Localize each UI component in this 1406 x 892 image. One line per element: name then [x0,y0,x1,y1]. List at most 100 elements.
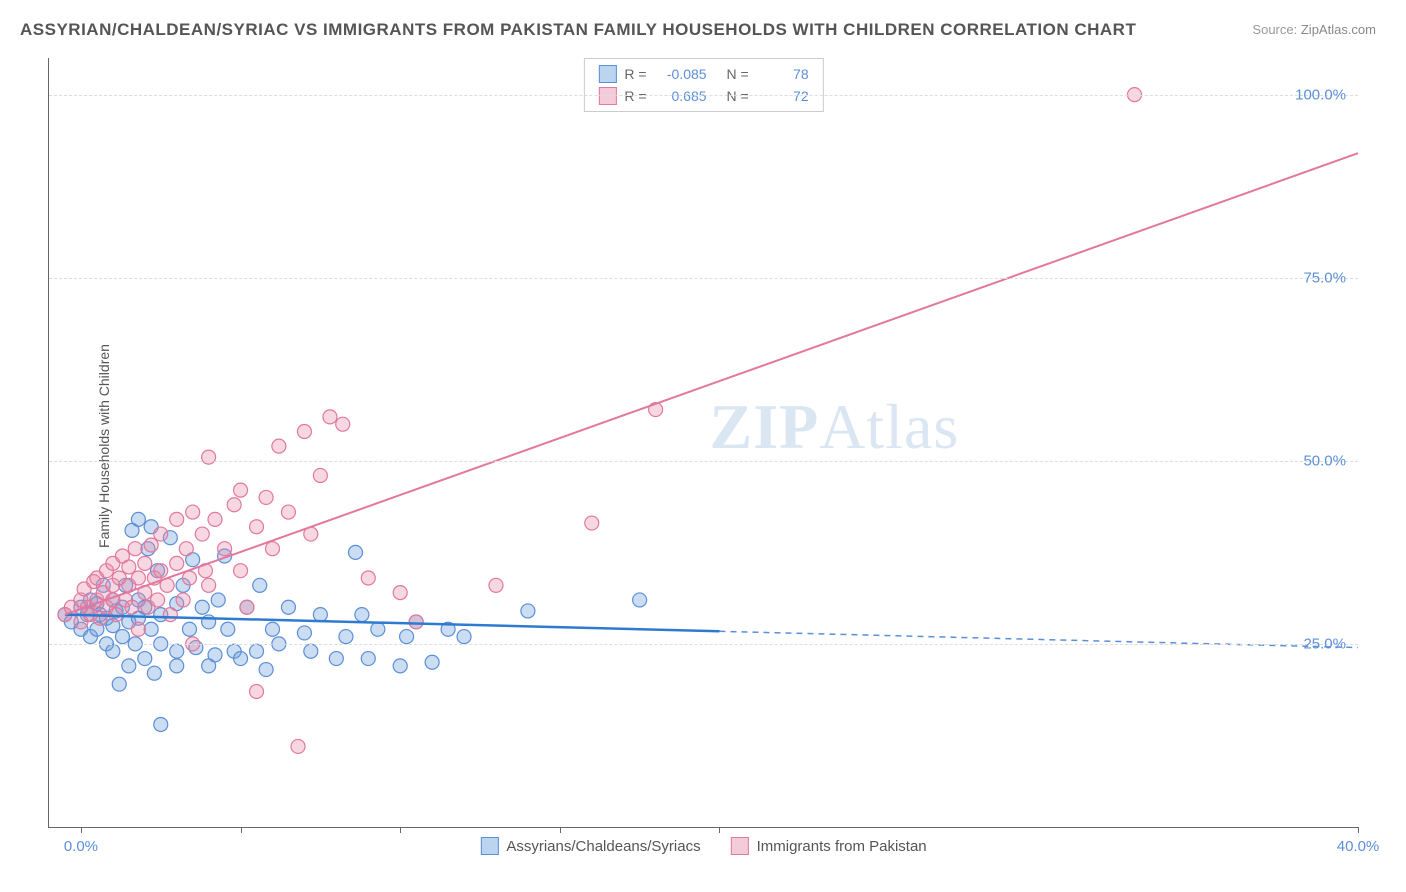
data-point-blue [182,622,196,636]
data-point-blue [259,663,273,677]
data-point-blue [297,626,311,640]
data-point-pink [240,600,254,614]
legend-item-pink: Immigrants from Pakistan [731,837,927,855]
legend-label-blue: Assyrians/Chaldeans/Syriacs [506,838,700,855]
data-point-blue [281,600,295,614]
x-tick-label: 40.0% [1337,838,1380,855]
data-point-blue [170,659,184,673]
data-point-pink [336,417,350,431]
bottom-legend: Assyrians/Chaldeans/Syriacs Immigrants f… [480,837,926,855]
plot-svg [49,58,1358,827]
data-point-blue [265,622,279,636]
gridline [49,461,1358,462]
data-point-blue [521,604,535,618]
legend-item-blue: Assyrians/Chaldeans/Syriacs [480,837,700,855]
data-point-blue [393,659,407,673]
stats-box: R = -0.085 N = 78 R = 0.685 N = 72 [583,58,823,112]
data-point-blue [208,648,222,662]
trendline-pink [65,153,1358,614]
legend-swatch-pink-icon [731,837,749,855]
data-point-pink [128,542,142,556]
data-point-blue [115,630,129,644]
data-point-pink [176,593,190,607]
x-tick [241,827,242,833]
data-point-blue [106,644,120,658]
data-point-blue [211,593,225,607]
gridline [49,95,1358,96]
data-point-pink [272,439,286,453]
chart-title: ASSYRIAN/CHALDEAN/SYRIAC VS IMMIGRANTS F… [20,20,1136,40]
data-point-pink [265,542,279,556]
n-label: N = [726,63,748,85]
data-point-blue [425,655,439,669]
y-tick-label: 75.0% [1303,269,1346,286]
gridline [49,644,1358,645]
legend-label-pink: Immigrants from Pakistan [757,838,927,855]
y-tick-label: 25.0% [1303,635,1346,652]
data-point-blue [234,652,248,666]
swatch-pink-icon [598,87,616,105]
data-point-pink [131,571,145,585]
data-point-pink [323,410,337,424]
data-point-pink [259,490,273,504]
data-point-blue [355,608,369,622]
data-point-pink [163,608,177,622]
data-point-blue [400,630,414,644]
swatch-blue-icon [598,65,616,83]
data-point-blue [138,652,152,666]
data-point-pink [250,685,264,699]
r-label: R = [624,63,646,85]
data-point-pink [195,527,209,541]
data-point-pink [297,425,311,439]
n-value-pink: 72 [757,85,809,107]
data-point-pink [186,505,200,519]
source-value: ZipAtlas.com [1301,22,1376,37]
r-label-2: R = [624,85,646,107]
data-point-blue [195,600,209,614]
data-point-pink [250,520,264,534]
source-attribution: Source: ZipAtlas.com [1252,22,1376,37]
data-point-pink [393,586,407,600]
data-point-blue [250,644,264,658]
data-point-pink [131,622,145,636]
stats-row-blue: R = -0.085 N = 78 [598,63,808,85]
data-point-blue [339,630,353,644]
x-tick [560,827,561,833]
n-label-2: N = [726,85,748,107]
r-value-pink: 0.685 [655,85,707,107]
data-point-pink [281,505,295,519]
data-point-pink [170,512,184,526]
source-label: Source: [1252,22,1297,37]
data-point-pink [122,560,136,574]
data-point-pink [202,450,216,464]
trendline-blue [65,615,720,632]
data-point-blue [633,593,647,607]
gridline [49,278,1358,279]
x-tick [719,827,720,833]
data-point-pink [170,556,184,570]
data-point-pink [218,542,232,556]
data-point-blue [131,512,145,526]
data-point-blue [457,630,471,644]
r-value-blue: -0.085 [655,63,707,85]
data-point-blue [122,659,136,673]
trendline-blue-extrapolated [719,631,1358,647]
x-tick [1358,827,1359,833]
data-point-pink [154,564,168,578]
stats-row-pink: R = 0.685 N = 72 [598,85,808,107]
data-point-pink [151,593,165,607]
data-point-blue [170,644,184,658]
x-tick-label: 0.0% [64,838,98,855]
data-point-pink [227,498,241,512]
data-point-blue [348,545,362,559]
data-point-pink [313,468,327,482]
data-point-pink [409,615,423,629]
data-point-blue [147,666,161,680]
data-point-pink [234,564,248,578]
data-point-blue [253,578,267,592]
data-point-pink [144,538,158,552]
legend-swatch-blue-icon [480,837,498,855]
data-point-pink [489,578,503,592]
data-point-blue [361,652,375,666]
data-point-blue [313,608,327,622]
